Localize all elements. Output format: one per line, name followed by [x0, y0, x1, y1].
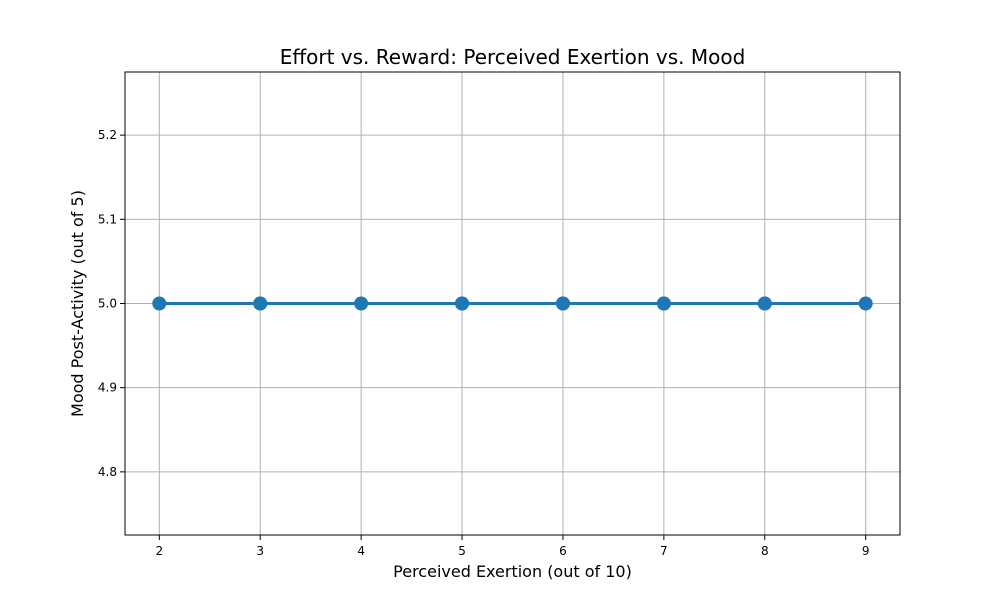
x-tick-label: 3 [256, 544, 264, 558]
chart-title: Effort vs. Reward: Perceived Exertion vs… [280, 45, 746, 69]
data-point [757, 296, 772, 311]
x-tick-label: 6 [559, 544, 567, 558]
data-point [656, 296, 671, 311]
data-point [152, 296, 167, 311]
x-tick-label: 9 [862, 544, 870, 558]
y-axis-label: Mood Post-Activity (out of 5) [68, 190, 87, 417]
x-tick-label: 4 [357, 544, 365, 558]
x-axis-label: Perceived Exertion (out of 10) [393, 562, 632, 581]
data-point [354, 296, 369, 311]
y-axis-ticks: 4.8 4.9 5.0 5.1 5.2 [98, 128, 125, 479]
y-tick-label: 4.8 [98, 465, 117, 479]
x-axis-ticks: 2 3 4 5 6 7 8 9 [155, 535, 870, 558]
data-point [858, 296, 873, 311]
x-tick-label: 2 [155, 544, 163, 558]
y-tick-label: 5.0 [98, 297, 117, 311]
y-tick-label: 4.9 [98, 381, 117, 395]
data-point [253, 296, 268, 311]
x-tick-label: 7 [660, 544, 668, 558]
data-point [555, 296, 570, 311]
y-tick-label: 5.1 [98, 212, 117, 226]
x-tick-label: 5 [458, 544, 466, 558]
y-tick-label: 5.2 [98, 128, 117, 142]
data-point [455, 296, 470, 311]
series-layer [152, 296, 873, 311]
series-0 [152, 296, 873, 311]
x-tick-label: 8 [761, 544, 769, 558]
